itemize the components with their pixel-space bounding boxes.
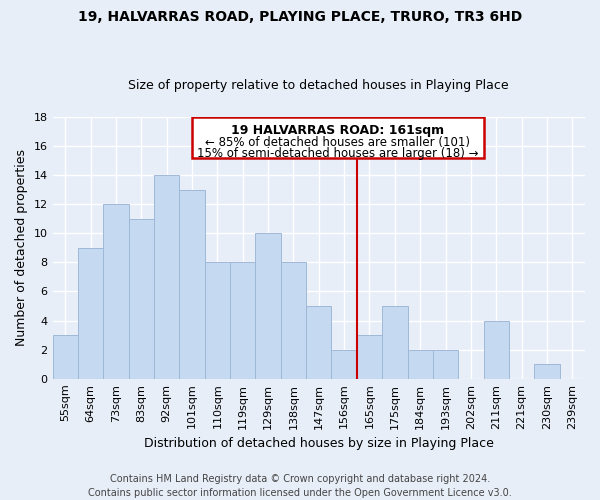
Bar (128, 218, 154, 379)
Bar (256, 233, 281, 379)
X-axis label: Distribution of detached houses by size in Playing Place: Distribution of detached houses by size … (144, 437, 494, 450)
Bar (331, 350, 357, 379)
Title: Size of property relative to detached houses in Playing Place: Size of property relative to detached ho… (128, 79, 509, 92)
Text: 19 HALVARRAS ROAD: 161sqm: 19 HALVARRAS ROAD: 161sqm (231, 124, 445, 137)
Text: ← 85% of detached houses are smaller (101): ← 85% of detached houses are smaller (10… (205, 136, 470, 148)
Y-axis label: Number of detached properties: Number of detached properties (15, 150, 28, 346)
Bar (357, 335, 382, 379)
Text: 15% of semi-detached houses are larger (18) →: 15% of semi-detached houses are larger (… (197, 148, 479, 160)
Bar (179, 190, 205, 379)
Bar (192, 117, 484, 158)
Text: 19, HALVARRAS ROAD, PLAYING PLACE, TRURO, TR3 6HD: 19, HALVARRAS ROAD, PLAYING PLACE, TRURO… (78, 10, 522, 24)
Bar (306, 306, 331, 379)
Bar (205, 262, 230, 379)
Bar (78, 248, 103, 379)
Bar (407, 350, 433, 379)
Bar (154, 175, 179, 379)
Bar (281, 262, 306, 379)
Text: Contains HM Land Registry data © Crown copyright and database right 2024.
Contai: Contains HM Land Registry data © Crown c… (88, 474, 512, 498)
Bar (433, 350, 458, 379)
Bar (484, 320, 509, 379)
Bar (53, 335, 78, 379)
Bar (382, 306, 407, 379)
Bar (103, 204, 128, 379)
Bar (230, 262, 256, 379)
Bar (534, 364, 560, 379)
